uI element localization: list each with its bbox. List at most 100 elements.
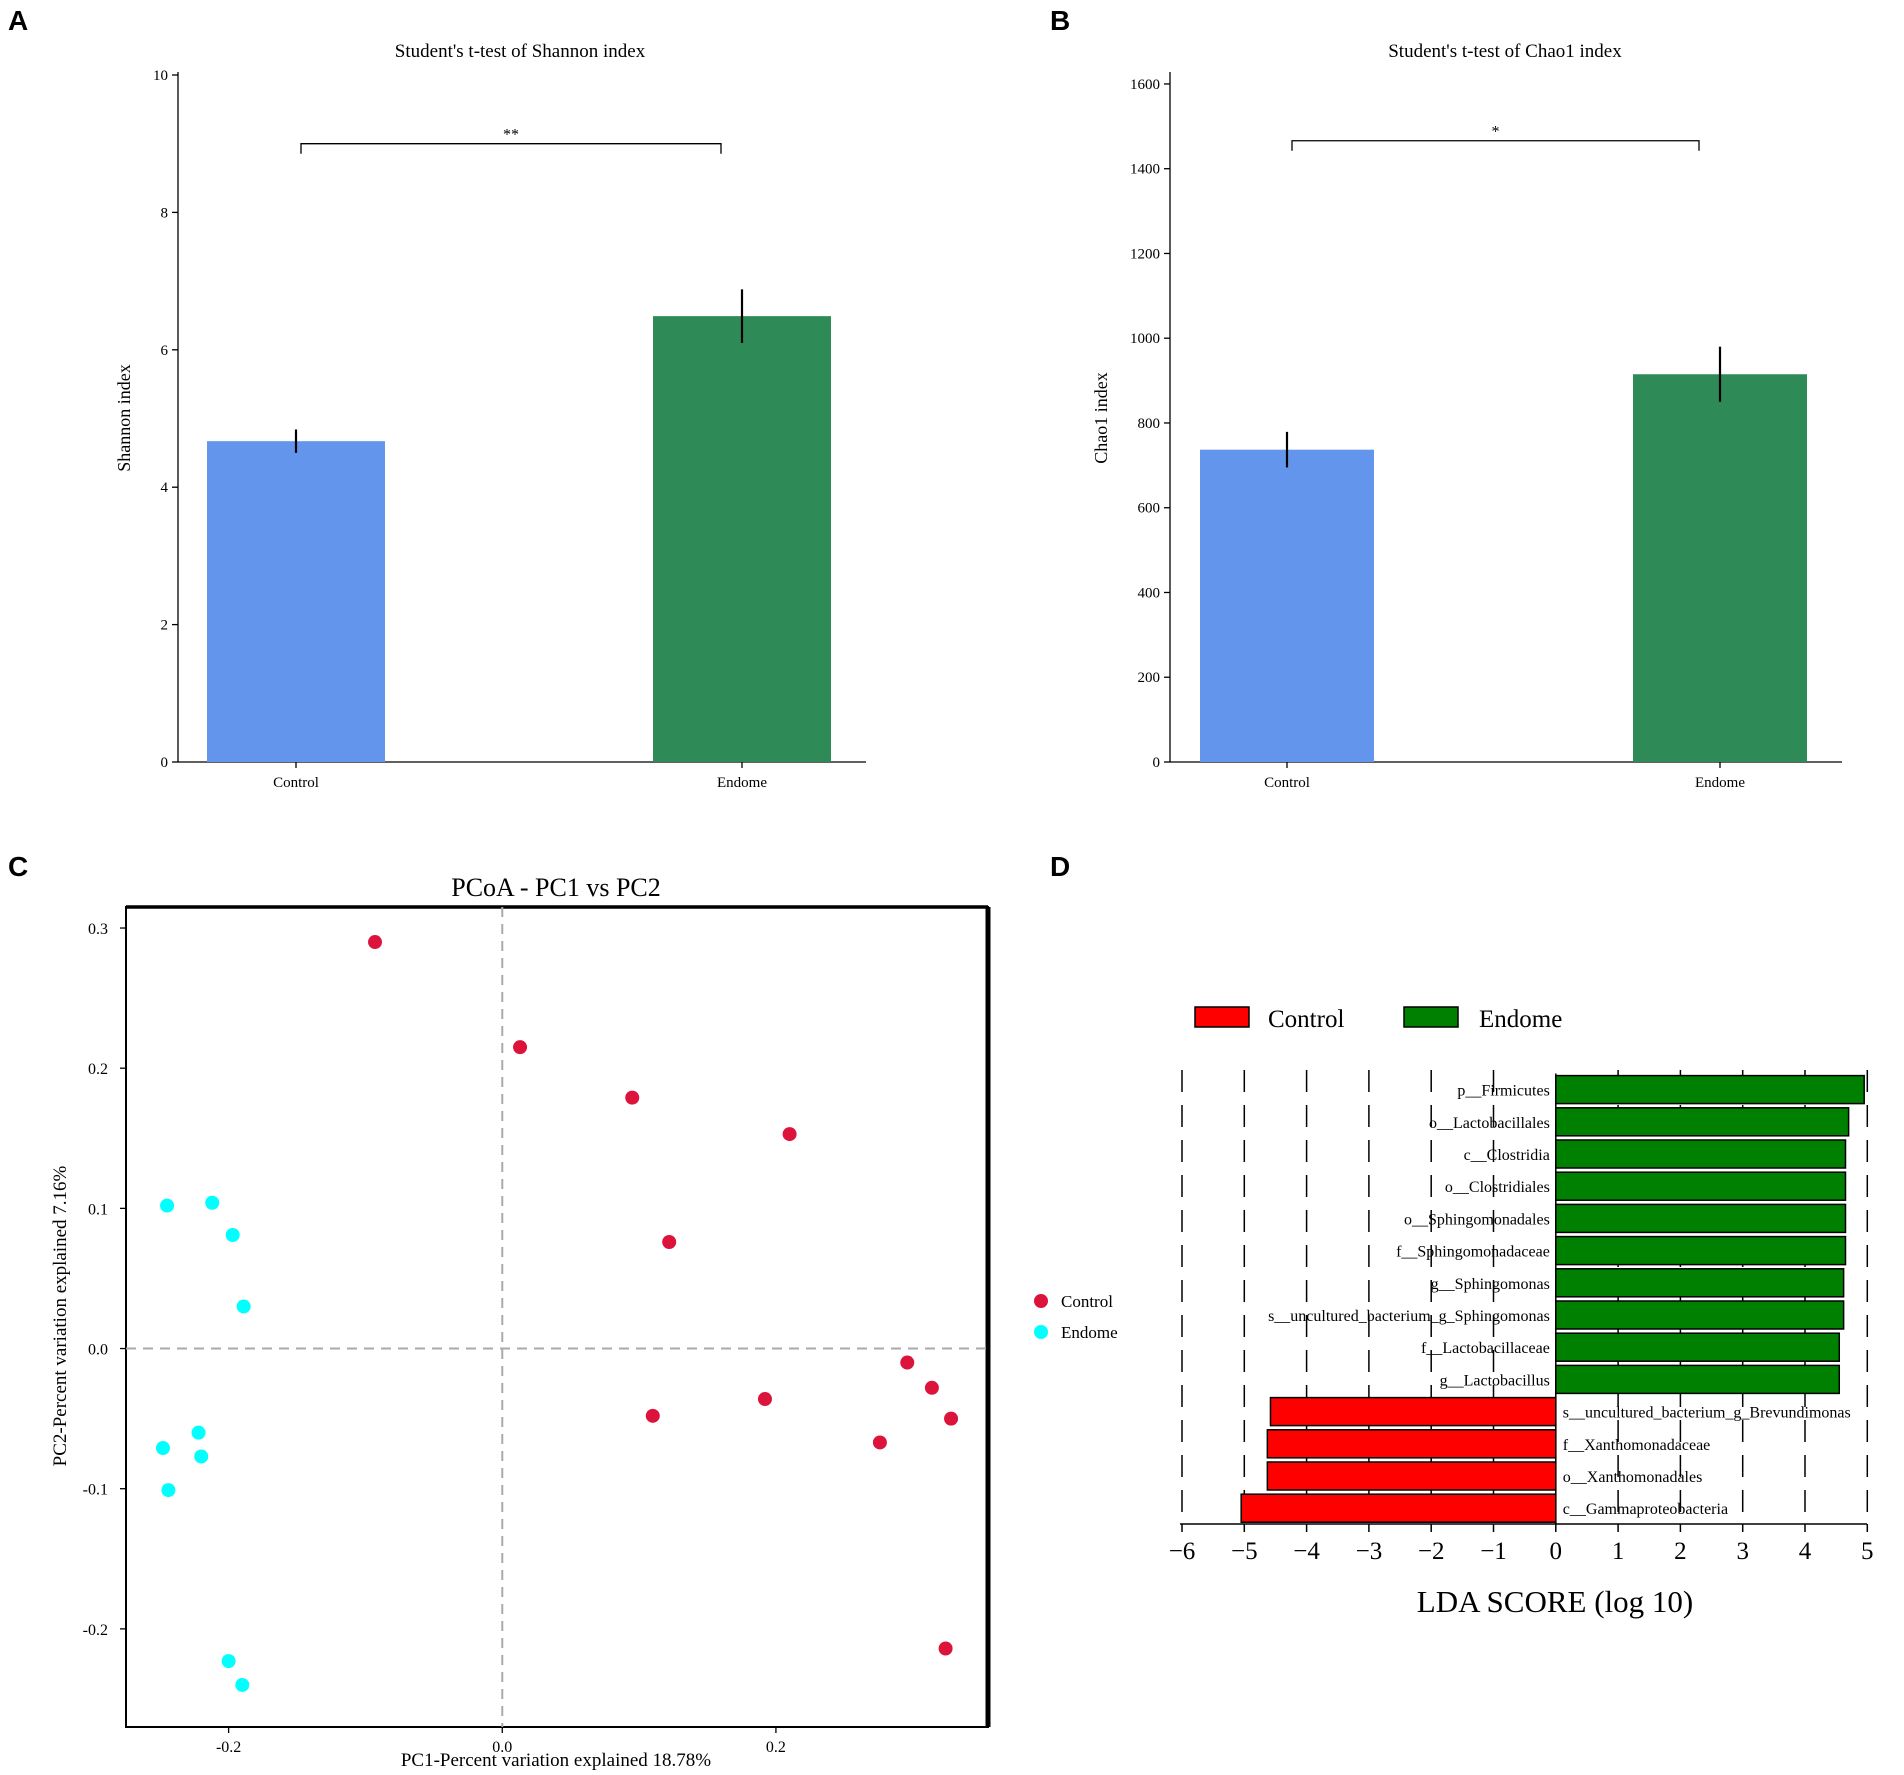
x-tick-label: −3: [1356, 1538, 1383, 1565]
bar-control: [207, 441, 385, 762]
feature-label: p__Firmicutes: [1457, 1083, 1549, 1100]
chart-d-bars: p__Firmicutes o__Lactobacillales c__Clostr…: [1240, 1073, 1865, 1525]
x-tick-label: 0.0: [492, 1739, 512, 1756]
scatter-point-endome: [235, 1677, 250, 1692]
scatter-point-endome: [191, 1425, 206, 1440]
y-tick-label: 0.3: [88, 921, 108, 938]
scatter-point-endome: [221, 1654, 236, 1669]
feature-label: f__Sphingomonadaceae: [1396, 1244, 1550, 1261]
chart-b-ylabel: Chao1 index: [1091, 372, 1111, 464]
bar-control: [1200, 449, 1374, 762]
feature-label: c__Gammaproteobacteria: [1563, 1501, 1728, 1518]
bar-endome: [653, 316, 831, 762]
scatter-point-control: [900, 1355, 915, 1370]
panel-a: A Student's t-test of Shannon index Shan…: [8, 5, 866, 791]
chart-c-legend: Control Endome: [1034, 1292, 1118, 1342]
panel-label-d: D: [1050, 851, 1070, 882]
y-tick-label: 1000: [1130, 331, 1160, 347]
x-tick-label: 5: [1861, 1538, 1874, 1565]
y-tick-label: 800: [1138, 416, 1161, 432]
lda-bar-endome: [1555, 1364, 1841, 1395]
lda-bar-endome: [1555, 1171, 1847, 1201]
scatter-point-control: [625, 1090, 640, 1105]
scatter-point-endome: [205, 1195, 220, 1210]
y-tick-label: 0.2: [88, 1061, 108, 1078]
legend-marker-endome: [1034, 1325, 1048, 1339]
chart-b-significance-label: *: [1492, 124, 1500, 141]
legend-label-endome: Endome: [1479, 1006, 1562, 1033]
feature-label: o__Lactobacillales: [1429, 1115, 1550, 1132]
scatter-point-control: [645, 1408, 660, 1423]
lda-bar-endome: [1555, 1139, 1847, 1169]
feature-label: f__Xanthomonadaceae: [1563, 1437, 1710, 1454]
y-tick-label: 1200: [1130, 246, 1160, 262]
lda-bar-endome: [1555, 1074, 1865, 1105]
scatter-point-control: [782, 1127, 797, 1142]
chart-b-y-ticks: 0 200 400 600 800 1000 1200 1400 1600: [1130, 77, 1170, 771]
lda-bar-control: [1240, 1493, 1557, 1523]
lda-bar-endome: [1555, 1332, 1841, 1362]
legend-swatch-control: [1194, 1006, 1250, 1028]
x-tick-label: Endome: [1695, 775, 1745, 791]
panel-label-b: B: [1050, 5, 1070, 36]
lda-bar-endome: [1555, 1300, 1845, 1330]
chart-d-legend: Control Endome: [1194, 1006, 1562, 1033]
chart-d-xlabel: LDA SCORE (log 10): [1417, 1584, 1693, 1619]
legend-label-endome: Endome: [1061, 1323, 1118, 1342]
x-tick-label: −5: [1231, 1538, 1258, 1565]
scatter-point-endome: [194, 1449, 209, 1464]
legend-label-control: Control: [1268, 1006, 1344, 1033]
y-tick-label: 6: [161, 343, 169, 359]
chart-a-title: Student's t-test of Shannon index: [395, 41, 646, 62]
bar-endome: [1633, 374, 1807, 762]
x-tick-label: −2: [1418, 1538, 1445, 1565]
y-tick-label: 1400: [1130, 162, 1160, 178]
legend-marker-control: [1034, 1294, 1048, 1308]
scatter-point-control: [944, 1411, 959, 1426]
chart-b-title: Student's t-test of Chao1 index: [1388, 41, 1622, 62]
panel-b: B Student's t-test of Chao1 index Chao1 …: [1050, 5, 1842, 791]
feature-label: o__Sphingomonadales: [1404, 1211, 1550, 1228]
feature-label: g__Sphingomonas: [1431, 1276, 1550, 1293]
y-tick-label: 400: [1138, 585, 1161, 601]
chart-b-significance: *: [1291, 124, 1700, 151]
y-tick-label: 200: [1138, 670, 1161, 686]
lda-bar-control: [1266, 1429, 1557, 1459]
y-tick-label: 0.1: [88, 1201, 108, 1218]
legend-swatch-endome: [1403, 1006, 1459, 1028]
x-tick-label: −1: [1480, 1538, 1507, 1565]
y-tick-label: -0.2: [83, 1622, 108, 1639]
panel-label-a: A: [8, 5, 28, 36]
lda-bar-endome: [1555, 1203, 1847, 1234]
chart-a-significance: **: [300, 127, 722, 154]
panel-d: D Control Endome p__Firmicutes o__Lactoba…: [1050, 851, 1874, 1619]
chart-a-significance-bracket: [300, 143, 722, 154]
y-tick-label: 0.0: [88, 1342, 108, 1359]
chart-c-y-ticks: -0.2 -0.1 0.0 0.1 0.2 0.3: [83, 921, 126, 1639]
feature-label: c__Clostridia: [1464, 1147, 1550, 1164]
x-tick-label: Control: [273, 775, 319, 791]
chart-c-points: [155, 935, 959, 1692]
feature-label: s__uncultured_bacterium_g_Brevundimonas: [1563, 1405, 1851, 1422]
lda-bar-endome: [1555, 1107, 1850, 1137]
chart-a-ylabel: Shannon index: [114, 364, 134, 472]
chart-a-y-ticks: 0 2 4 6 8 10: [153, 68, 178, 771]
scatter-point-endome: [161, 1483, 176, 1498]
chart-b-significance-bracket: [1291, 140, 1700, 151]
chart-c-x-ticks: -0.2 0.0 0.2: [216, 1727, 786, 1756]
panel-c: C PCoA - PC1 vs PC2 -0.2 0.0 0.2 -0.2 -0.1 0…: [8, 851, 1118, 1771]
scatter-point-endome: [160, 1198, 175, 1213]
scatter-point-control: [757, 1392, 772, 1406]
x-tick-label: 1: [1612, 1538, 1625, 1565]
y-tick-label: 10: [153, 68, 168, 84]
x-tick-label: 0: [1550, 1538, 1563, 1565]
x-tick-label: Endome: [717, 775, 767, 791]
feature-label: s__uncultured_bacterium_g_Sphingomonas: [1268, 1308, 1550, 1325]
x-tick-label: Control: [1264, 775, 1310, 791]
chart-d-x-ticks: −6 −5 −4 −3 −2 −1 0 1 2 3 4 5: [1169, 1524, 1874, 1565]
scatter-point-endome: [225, 1228, 240, 1242]
scatter-point-endome: [155, 1441, 170, 1456]
y-tick-label: 0: [1153, 755, 1161, 771]
y-tick-label: 0: [161, 755, 169, 771]
